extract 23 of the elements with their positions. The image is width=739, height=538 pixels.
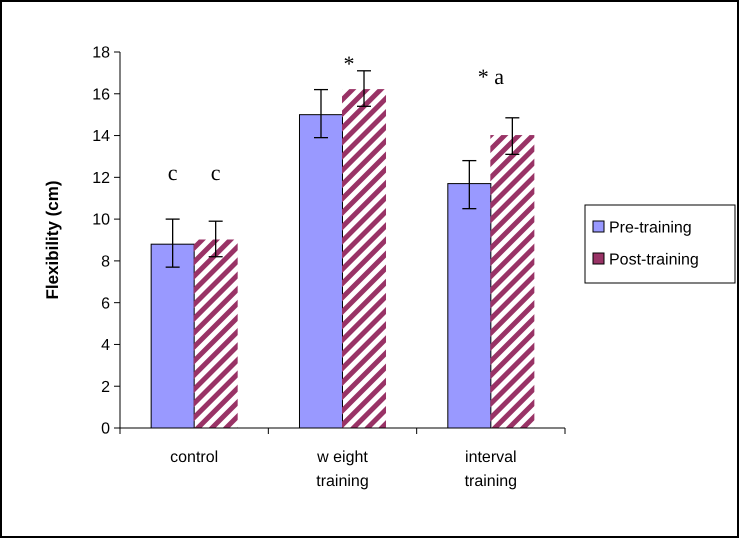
x-tick-label: control [170, 449, 218, 466]
y-axis-title: Flexibility (cm) [43, 180, 62, 300]
y-tick-label: 2 [101, 378, 110, 396]
y-tick-label: 12 [92, 170, 110, 187]
y-tick-label: 18 [92, 44, 110, 62]
legend-label: Post-training [609, 252, 699, 269]
annotation: c [168, 160, 178, 186]
bar [490, 135, 534, 428]
x-tick-label: interval training [464, 449, 518, 490]
annotation: * [343, 50, 354, 76]
x-tick-label: w eight training [316, 449, 369, 490]
annotation: * a [478, 64, 504, 90]
annotation: c [210, 160, 221, 186]
bar [342, 89, 386, 428]
bar [194, 240, 238, 428]
y-tick-label: 16 [92, 86, 110, 104]
y-tick-label: 6 [101, 295, 110, 312]
y-tick-label: 4 [101, 337, 110, 354]
y-tick-label: 8 [101, 253, 110, 270]
legend-label: Pre-training [609, 220, 692, 237]
y-tick-label: 14 [92, 128, 110, 146]
y-tick-label: 10 [92, 212, 110, 229]
y-tick-label: 0 [101, 420, 110, 438]
